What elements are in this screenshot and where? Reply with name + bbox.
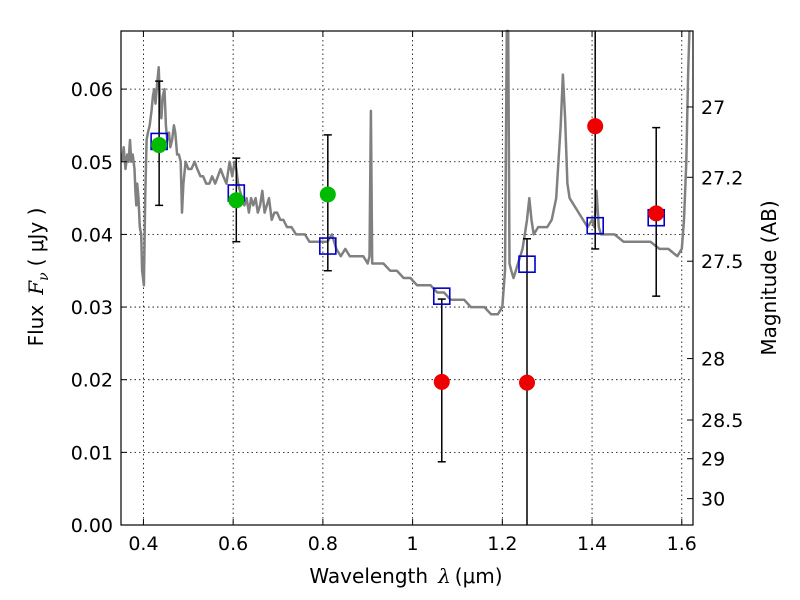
photometry-points: [151, 118, 664, 390]
y-tick-label: 0.02: [71, 370, 113, 392]
sed-curve-layer: [122, 31, 690, 314]
y-axis-title: FluxFν( μJy ): [24, 208, 52, 347]
sed-model-line: [122, 31, 690, 314]
y-tick-label: 0.04: [71, 224, 113, 246]
y2-tick-label: 29: [701, 449, 725, 471]
x-axis-title: Wavelength λ (μm): [309, 564, 502, 588]
y2-tick-label: 28.5: [701, 410, 743, 432]
sed-chart: 0.4 0.6 0.8 1 1.2 1.4 1.6 0.00 0.01 0.02 0.03 0.04 0…: [0, 0, 800, 600]
x-tick-label: 1.2: [487, 533, 517, 555]
y-tick-label: 0.05: [71, 152, 113, 174]
detection-point: [320, 186, 336, 202]
detection-point: [228, 192, 244, 208]
low-sn-point: [519, 375, 535, 391]
x-tick-label: 0.4: [128, 533, 158, 555]
y-tick-label: 0.06: [71, 79, 113, 101]
y-tick-label: 0.01: [71, 442, 113, 464]
y2-tick-label: 27.2: [701, 167, 743, 189]
low-sn-point: [434, 374, 450, 390]
ticks: 0.4 0.6 0.8 1 1.2 1.4 1.6 0.00 0.01 0.02 0.03 0.04 0…: [71, 31, 744, 555]
y2-tick-label: 30: [701, 489, 725, 511]
x-tick-label: 0.6: [218, 533, 248, 555]
detection-point: [151, 137, 167, 153]
x-tick-label: 1.4: [577, 533, 607, 555]
x-tick-label: 0.8: [308, 533, 338, 555]
low-sn-point: [648, 205, 664, 221]
x-tick-label: 1: [407, 533, 419, 555]
y-tick-label: 0.00: [71, 515, 113, 537]
x-tick-label: 1.6: [667, 533, 697, 555]
y-tick-label: 0.03: [71, 297, 113, 319]
y2-tick-label: 27: [701, 97, 725, 119]
y2-axis-title: Magnitude (AB): [757, 200, 781, 355]
y2-tick-label: 28: [701, 349, 725, 371]
y2-tick-label: 27.5: [701, 251, 743, 273]
low-sn-point: [587, 118, 603, 134]
